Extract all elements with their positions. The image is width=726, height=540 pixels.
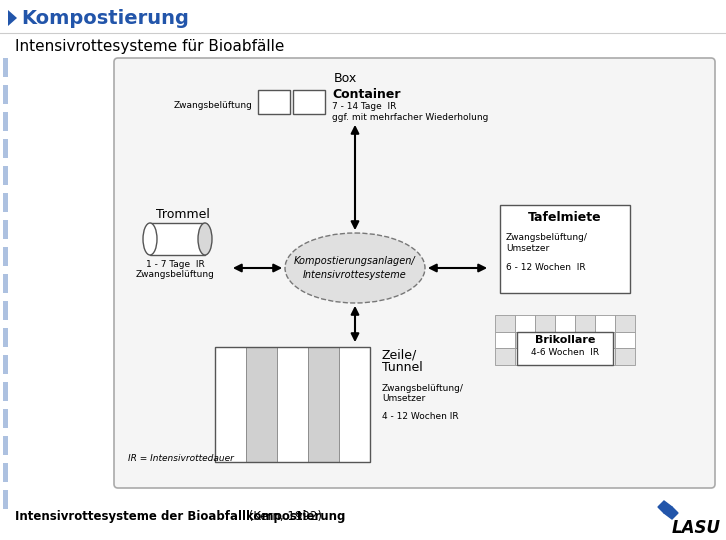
Bar	[535, 332, 555, 348]
Ellipse shape	[143, 223, 157, 255]
Polygon shape	[8, 10, 17, 26]
Bar	[277, 347, 308, 462]
Bar	[495, 348, 515, 365]
Bar	[517, 332, 613, 365]
Bar	[3, 139, 8, 158]
Text: Kompostierungsanlagen/: Kompostierungsanlagen/	[294, 256, 416, 266]
Bar	[150, 223, 205, 255]
Bar	[3, 382, 8, 401]
Bar	[595, 332, 615, 348]
Polygon shape	[658, 501, 672, 513]
Bar	[615, 332, 635, 348]
Text: LASU: LASU	[672, 519, 721, 537]
Bar	[555, 315, 575, 332]
Text: Zwangsbelüftung: Zwangsbelüftung	[174, 102, 253, 111]
Bar	[575, 315, 595, 332]
Bar	[595, 348, 615, 365]
Text: (Kern, 1992): (Kern, 1992)	[245, 510, 322, 523]
Text: Intensivrottesysteme der Bioabfallkompostierung: Intensivrottesysteme der Bioabfallkompos…	[15, 510, 346, 523]
Bar	[615, 348, 635, 365]
Text: 7 - 14 Tage  IR: 7 - 14 Tage IR	[332, 102, 396, 111]
Bar	[3, 301, 8, 320]
Bar	[515, 315, 535, 332]
Polygon shape	[664, 507, 678, 519]
Bar	[615, 315, 635, 332]
Text: Zeile/: Zeile/	[382, 348, 417, 361]
Text: Trommel: Trommel	[156, 208, 210, 221]
Bar	[495, 315, 515, 332]
Text: 4 - 12 Wochen IR: 4 - 12 Wochen IR	[382, 412, 459, 421]
Bar	[3, 490, 8, 509]
Bar	[293, 90, 325, 114]
Text: Zwangsbelüftung/: Zwangsbelüftung/	[382, 384, 464, 393]
Text: 4-6 Wochen  IR: 4-6 Wochen IR	[531, 348, 599, 356]
Bar	[3, 274, 8, 293]
Ellipse shape	[198, 223, 212, 255]
Bar	[575, 348, 595, 365]
Bar	[3, 409, 8, 428]
Text: Kompostierung: Kompostierung	[21, 9, 189, 28]
Text: 6 - 12 Wochen  IR: 6 - 12 Wochen IR	[506, 263, 586, 272]
Bar	[555, 332, 575, 348]
Text: Intensivrottesysteme: Intensivrottesysteme	[303, 270, 407, 280]
Bar	[3, 436, 8, 455]
Bar	[308, 347, 339, 462]
Text: IR = Intensivrottedauer: IR = Intensivrottedauer	[128, 454, 234, 463]
Bar	[3, 328, 8, 347]
Text: Umsetzer: Umsetzer	[506, 244, 550, 253]
Bar	[575, 332, 595, 348]
Bar	[555, 348, 575, 365]
Bar	[500, 205, 630, 293]
Ellipse shape	[285, 233, 425, 303]
Text: Intensivrottesysteme für Bioabfälle: Intensivrottesysteme für Bioabfälle	[15, 39, 285, 55]
Bar	[3, 85, 8, 104]
Text: Zwangsbelüftung/: Zwangsbelüftung/	[506, 233, 588, 242]
Bar	[595, 315, 615, 332]
Text: Umsetzer: Umsetzer	[382, 394, 425, 403]
Bar	[3, 166, 8, 185]
Bar	[3, 193, 8, 212]
Text: Container: Container	[332, 88, 401, 101]
Bar	[3, 247, 8, 266]
Bar	[215, 347, 370, 462]
Bar	[3, 355, 8, 374]
Text: 1 - 7 Tage  IR: 1 - 7 Tage IR	[146, 260, 205, 269]
Text: Box: Box	[333, 72, 356, 85]
Text: Zwangsbelüftung: Zwangsbelüftung	[136, 270, 214, 279]
Bar	[515, 332, 535, 348]
Bar	[515, 348, 535, 365]
Bar	[535, 348, 555, 365]
Bar	[535, 315, 555, 332]
Bar	[258, 90, 290, 114]
Bar	[3, 220, 8, 239]
Bar	[3, 112, 8, 131]
Bar	[246, 347, 277, 462]
Text: Tafelmiete: Tafelmiete	[529, 211, 602, 224]
Bar	[3, 58, 8, 77]
FancyBboxPatch shape	[114, 58, 715, 488]
Bar	[3, 463, 8, 482]
Text: Tunnel: Tunnel	[382, 361, 423, 374]
Bar	[215, 347, 246, 462]
Text: Brikollare: Brikollare	[535, 335, 595, 345]
Text: ggf. mit mehrfacher Wiederholung: ggf. mit mehrfacher Wiederholung	[332, 113, 489, 122]
Bar	[339, 347, 370, 462]
Bar	[495, 332, 515, 348]
